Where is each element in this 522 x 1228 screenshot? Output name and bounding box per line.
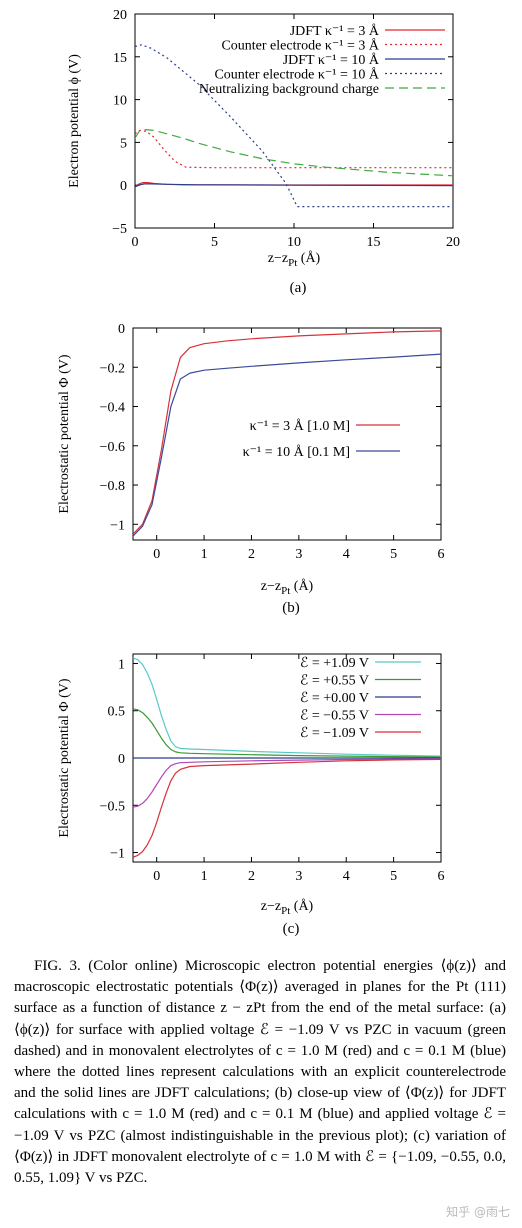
- legend-label: κ⁻¹ = 3 Å [1.0 M]: [250, 418, 350, 434]
- y-tick-label: −0.5: [100, 799, 125, 814]
- watermark: 知乎 @雨七: [446, 1205, 510, 1219]
- x-tick-label: 5: [390, 869, 397, 884]
- series-line: [133, 353, 441, 537]
- x-tick-label: 5: [390, 547, 397, 562]
- panel-sublabel: (a): [290, 280, 307, 296]
- legend-label: JDFT κ⁻¹ = 10 Å: [283, 52, 380, 68]
- x-tick-label: 4: [343, 869, 350, 884]
- series-line: [135, 129, 453, 169]
- x-tick-label: 0: [153, 547, 160, 562]
- legend-label: ℰ = −0.55 V: [300, 709, 369, 724]
- series-line: [133, 758, 441, 858]
- y-tick-label: 1: [118, 657, 125, 672]
- y-axis-label: Electrostatic potential Φ (V): [57, 678, 72, 837]
- series-line: [133, 657, 441, 757]
- y-tick-label: −0.8: [100, 479, 125, 494]
- x-axis-label: z−zPt (Å): [268, 250, 321, 269]
- panel-sublabel: (c): [283, 921, 300, 937]
- x-tick-label: 5: [211, 235, 218, 250]
- figure-panel-c: 0 1 2 3 4 5 6 −1 −0.5 0 0.5 1 z−zPt (Å) Electrostatic…: [0, 635, 522, 953]
- y-tick-label: −1: [110, 518, 125, 533]
- legend-label: JDFT κ⁻¹ = 3 Å: [290, 23, 380, 39]
- x-tick-label: 6: [438, 547, 445, 562]
- legend-label: ℰ = +1.09 V: [300, 656, 369, 671]
- x-tick-label: 20: [446, 235, 460, 250]
- y-tick-label: 20: [113, 8, 127, 23]
- series-line: [135, 129, 453, 177]
- y-tick-label: −0.2: [100, 361, 125, 376]
- series-line: [135, 183, 453, 188]
- series-line: [135, 44, 453, 208]
- y-tick-label: −0.6: [100, 440, 125, 455]
- x-axis-label: z−zPt (Å): [261, 898, 314, 917]
- x-tick-label: 15: [367, 235, 381, 250]
- x-tick-label: 1: [201, 869, 208, 884]
- x-axis-label: z−zPt (Å): [261, 578, 314, 597]
- legend-label: Neutralizing background charge: [199, 82, 379, 97]
- x-tick-label: 4: [343, 547, 350, 562]
- y-tick-label: 0: [118, 752, 125, 767]
- figure-panel-b: 0 1 2 3 4 5 6 −1 −0.8 −0.6 −0.4 −0.2 0 z−zPt (Å) Elect…: [0, 305, 522, 635]
- legend-label: ℰ = +0.55 V: [300, 674, 369, 689]
- x-tick-label: 1: [201, 547, 208, 562]
- figure-caption: FIG. 3. (Color online) Microscopic elect…: [14, 956, 506, 1189]
- plot-frame: [132, 327, 442, 541]
- y-tick-label: 0: [118, 322, 125, 337]
- caption-paragraph: FIG. 3. (Color online) Microscopic elect…: [14, 958, 506, 1187]
- chart-c: 0 1 2 3 4 5 6 −1 −0.5 0 0.5 1 z−zPt (Å) Electrostatic…: [57, 653, 445, 937]
- x-tick-label: 0: [132, 235, 139, 250]
- y-tick-label: 0: [120, 179, 127, 194]
- chart-a: 0 5 10 15 20 −5 0 5 10 15 20 z−zPt (Å) Electron pote…: [67, 8, 460, 296]
- legend-label: κ⁻¹ = 10 Å [0.1 M]: [243, 444, 350, 460]
- x-tick-label: 10: [287, 235, 301, 250]
- x-tick-label: 3: [295, 869, 302, 884]
- y-tick-label: −1: [110, 847, 125, 862]
- x-tick-label: 6: [438, 869, 445, 884]
- x-tick-label: 2: [248, 869, 255, 884]
- y-tick-label: 0.5: [108, 705, 126, 720]
- x-tick-label: 3: [295, 547, 302, 562]
- legend-label: ℰ = −1.09 V: [300, 726, 369, 741]
- series-line: [133, 758, 441, 808]
- y-axis-label: Electrostatic potential Φ (V): [57, 354, 72, 513]
- series-line: [133, 708, 441, 758]
- x-tick-label: 0: [153, 869, 160, 884]
- legend-label: Counter electrode κ⁻¹ = 3 Å: [221, 38, 379, 54]
- panel-sublabel: (b): [282, 600, 300, 616]
- x-tick-label: 2: [248, 547, 255, 562]
- y-tick-label: −5: [112, 222, 127, 237]
- y-axis-label: Electron potential ϕ (V): [67, 54, 82, 188]
- series-line: [133, 330, 441, 535]
- chart-b: 0 1 2 3 4 5 6 −1 −0.8 −0.6 −0.4 −0.2 0 z−zPt (Å) Elect…: [57, 322, 445, 616]
- y-tick-label: 5: [120, 136, 127, 151]
- legend-label: ℰ = +0.00 V: [300, 691, 369, 706]
- y-tick-label: −0.4: [100, 401, 125, 416]
- legend-label: Counter electrode κ⁻¹ = 10 Å: [214, 67, 379, 83]
- y-tick-label: 15: [113, 51, 127, 66]
- y-tick-label: 10: [113, 94, 127, 109]
- figure-panel-a: 0 5 10 15 20 −5 0 5 10 15 20 z−zPt (Å) Electron pote…: [0, 0, 522, 305]
